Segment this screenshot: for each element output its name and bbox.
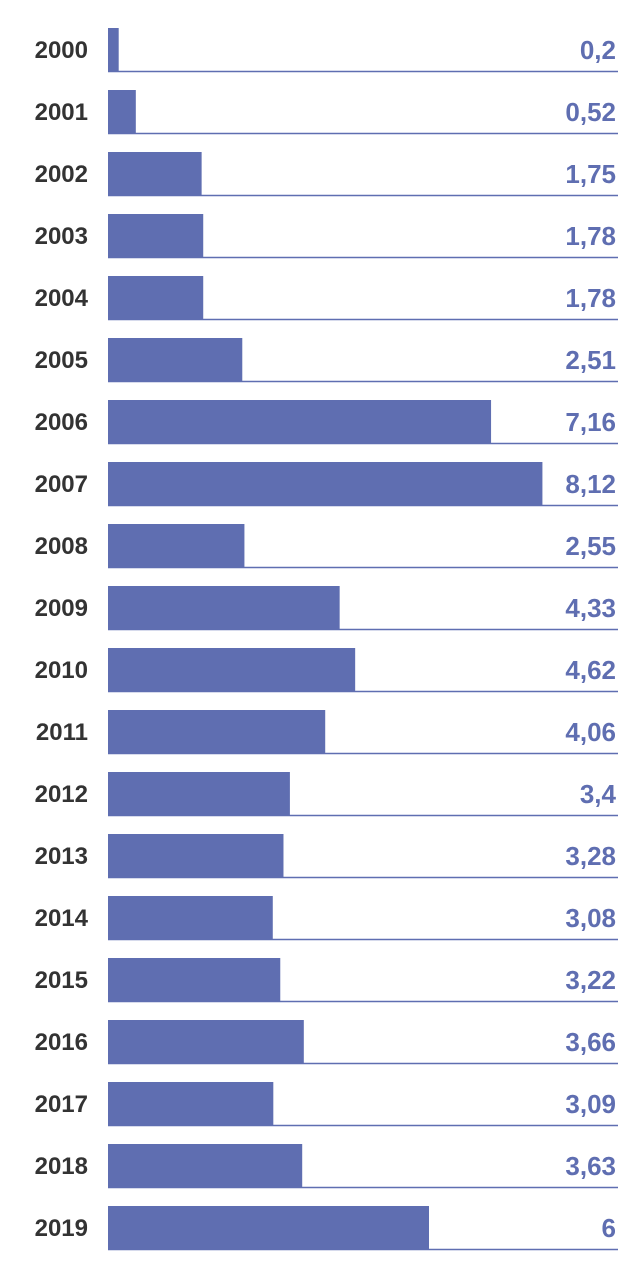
bar-2012 xyxy=(108,772,290,816)
category-label-2016: 2016 xyxy=(35,1029,88,1056)
bar-2001 xyxy=(108,90,136,134)
value-label-2001: 0,52 xyxy=(565,97,616,127)
value-label-2014: 3,08 xyxy=(565,903,616,933)
category-label-2017: 2017 xyxy=(35,1091,88,1118)
bar-2018 xyxy=(108,1144,303,1188)
bar-2008 xyxy=(108,524,245,568)
bar-2013 xyxy=(108,834,284,878)
bar-2007 xyxy=(108,462,543,506)
category-label-2001: 2001 xyxy=(35,99,88,126)
value-label-2005: 2,51 xyxy=(565,345,616,375)
bar-2019 xyxy=(108,1206,429,1250)
value-label-2013: 3,28 xyxy=(565,841,616,871)
value-label-2010: 4,62 xyxy=(565,655,616,685)
value-label-2012: 3,4 xyxy=(580,779,617,809)
value-label-2016: 3,66 xyxy=(565,1027,616,1057)
bar-2010 xyxy=(108,648,356,692)
bar-2002 xyxy=(108,152,202,196)
value-label-2003: 1,78 xyxy=(565,221,616,251)
value-label-2002: 1,75 xyxy=(565,159,616,189)
bar-2003 xyxy=(108,214,204,258)
value-label-2011: 4,06 xyxy=(565,717,616,747)
category-label-2015: 2015 xyxy=(35,967,88,994)
category-label-2000: 2000 xyxy=(35,37,88,64)
category-label-2010: 2010 xyxy=(35,657,88,684)
bar-2009 xyxy=(108,586,340,630)
category-label-2004: 2004 xyxy=(35,285,89,312)
value-label-2018: 3,63 xyxy=(565,1151,616,1181)
value-label-2008: 2,55 xyxy=(565,531,616,561)
category-label-2005: 2005 xyxy=(35,347,88,374)
category-label-2008: 2008 xyxy=(35,533,88,560)
category-label-2007: 2007 xyxy=(35,471,88,498)
category-label-2003: 2003 xyxy=(35,223,88,250)
value-label-2019: 6 xyxy=(602,1213,616,1243)
value-label-2007: 8,12 xyxy=(565,469,616,499)
bar-2014 xyxy=(108,896,273,940)
bar-2000 xyxy=(108,28,119,72)
bar-2016 xyxy=(108,1020,304,1064)
category-label-2013: 2013 xyxy=(35,843,88,870)
value-label-2015: 3,22 xyxy=(565,965,616,995)
bar-2006 xyxy=(108,400,492,444)
category-label-2012: 2012 xyxy=(35,781,88,808)
bar-2004 xyxy=(108,276,204,320)
value-label-2004: 1,78 xyxy=(565,283,616,313)
category-label-2002: 2002 xyxy=(35,161,88,188)
value-label-2017: 3,09 xyxy=(565,1089,616,1119)
bar-2011 xyxy=(108,710,326,754)
category-label-2014: 2014 xyxy=(35,905,89,932)
category-label-2011: 2011 xyxy=(36,719,88,746)
value-label-2006: 7,16 xyxy=(565,407,616,437)
value-label-2009: 4,33 xyxy=(565,593,616,623)
value-label-2000: 0,2 xyxy=(580,35,616,65)
category-label-2009: 2009 xyxy=(35,595,88,622)
bar-2005 xyxy=(108,338,243,382)
category-label-2006: 2006 xyxy=(35,409,88,436)
bar-2015 xyxy=(108,958,281,1002)
bar-2017 xyxy=(108,1082,274,1126)
category-label-2018: 2018 xyxy=(35,1153,88,1180)
category-label-2019: 2019 xyxy=(35,1215,88,1242)
